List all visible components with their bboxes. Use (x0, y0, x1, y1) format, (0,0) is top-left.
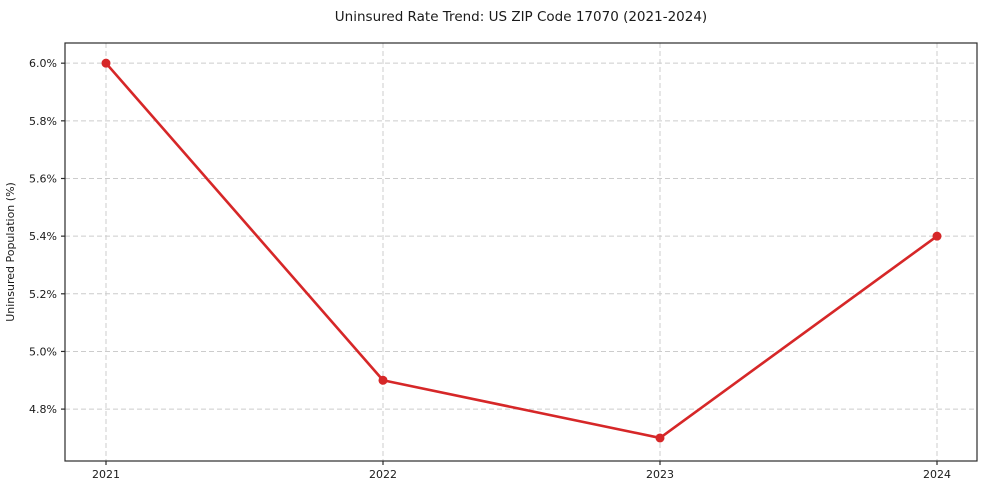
x-tick-label: 2024 (923, 468, 951, 481)
x-tick-label: 2023 (646, 468, 674, 481)
y-tick-label: 5.8% (29, 115, 57, 128)
y-tick-label: 5.2% (29, 288, 57, 301)
y-axis-label: Uninsured Population (%) (4, 182, 17, 322)
data-point-marker (655, 433, 665, 443)
plot-area: 4.8% 5.0% 5.2% 5.4% 5.6% 5.8% 6.0% 2021 2022 2023… (29, 42, 978, 481)
x-tick-label: 2022 (369, 468, 397, 481)
y-tick-label: 5.0% (29, 345, 57, 358)
chart-title: Uninsured Rate Trend: US ZIP Code 17070 … (335, 9, 707, 25)
x-tick-label: 2021 (92, 468, 120, 481)
y-tick-label: 4.8% (29, 403, 57, 416)
y-tick-label: 5.4% (29, 230, 57, 243)
data-point-marker (932, 231, 942, 241)
data-point-marker (101, 58, 111, 68)
trend-line (104, 61, 939, 440)
y-tick-label: 6.0% (29, 57, 57, 70)
data-point-marker (378, 375, 388, 385)
y-tick-label: 5.6% (29, 172, 57, 185)
axis-frame (64, 42, 978, 462)
